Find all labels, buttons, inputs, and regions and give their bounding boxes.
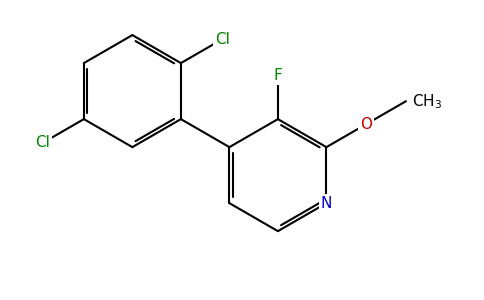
Text: CH$_3$: CH$_3$ bbox=[412, 92, 442, 110]
Text: Cl: Cl bbox=[215, 32, 229, 47]
Text: O: O bbox=[360, 117, 372, 132]
Text: F: F bbox=[273, 68, 282, 83]
Text: N: N bbox=[321, 196, 332, 211]
Text: Cl: Cl bbox=[35, 135, 50, 150]
